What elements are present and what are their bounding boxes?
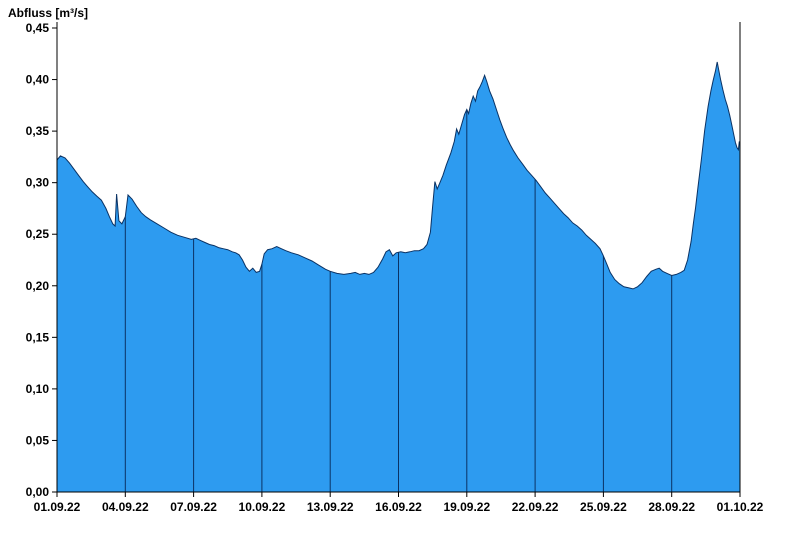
x-tick-label: 01.09.22	[34, 500, 81, 514]
y-tick-label: 0,45	[26, 21, 50, 35]
y-tick-label: 0,10	[26, 382, 50, 396]
y-tick-label: 0,35	[26, 124, 50, 138]
x-tick-label: 22.09.22	[512, 500, 559, 514]
y-tick-label: 0,30	[26, 176, 50, 190]
x-tick-label: 28.09.22	[648, 500, 695, 514]
x-tick-label: 07.09.22	[170, 500, 217, 514]
y-tick-label: 0,20	[26, 279, 50, 293]
discharge-curve-line	[56, 61, 741, 290]
y-axis-title: Abfluss [m³/s]	[8, 6, 89, 20]
y-tick-label: 0,00	[26, 485, 50, 499]
x-tick-label: 16.09.22	[375, 500, 422, 514]
x-tick-label: 13.09.22	[307, 500, 354, 514]
x-tick-label: 19.09.22	[443, 500, 490, 514]
x-tick-label: 10.09.22	[239, 500, 286, 514]
y-tick-label: 0,40	[26, 73, 50, 87]
x-tick-label: 04.09.22	[102, 500, 149, 514]
y-tick-label: 0,05	[26, 433, 50, 447]
x-tick-label: 01.10.22	[717, 500, 764, 514]
y-tick-label: 0,15	[26, 330, 50, 344]
y-tick-label: 0,25	[26, 227, 50, 241]
x-tick-label: 25.09.22	[580, 500, 627, 514]
